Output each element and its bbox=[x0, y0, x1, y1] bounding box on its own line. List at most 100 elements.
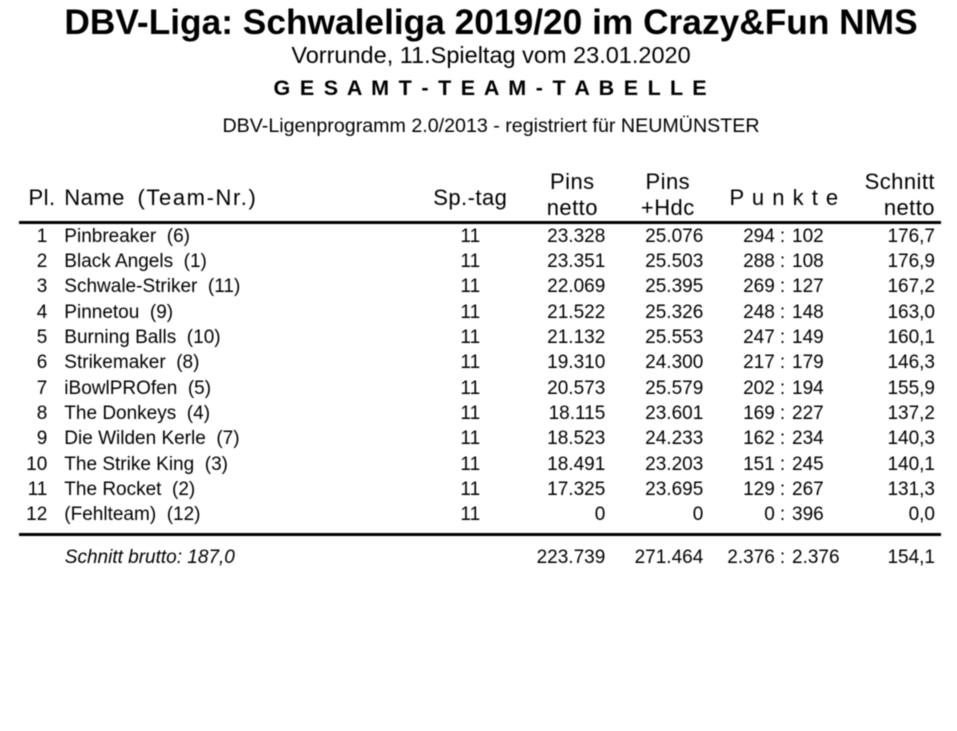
cell-punkte-for: 247 bbox=[743, 326, 775, 348]
cell-place: 2 bbox=[36, 250, 48, 272]
cell-punkte-for: 288 bbox=[743, 250, 775, 272]
cell-schnitt: 0,0 bbox=[908, 504, 935, 526]
cell-place: 8 bbox=[36, 403, 48, 425]
table-rows: 1 Pinbreaker (6) 11 23.328 25.076 294 : … bbox=[0, 224, 957, 528]
summary-punkte-for: 2.376 bbox=[727, 546, 775, 568]
cell-team-name: Burning Balls (10) bbox=[64, 326, 221, 348]
cell-pins-netto: 23.328 bbox=[547, 225, 606, 247]
cell-pins-netto: 21.132 bbox=[547, 326, 606, 348]
cell-place: 1 bbox=[36, 225, 48, 247]
cell-pins-hdc: 23.601 bbox=[645, 403, 704, 425]
column-header-sptag: Sp.-tag bbox=[433, 184, 508, 210]
cell-spieltag: 11 bbox=[460, 301, 481, 323]
cell-team-name: Die Wilden Kerle (7) bbox=[64, 428, 240, 450]
cell-place: 12 bbox=[26, 504, 48, 526]
cell-pins-hdc: 23.203 bbox=[645, 453, 704, 475]
cell-team-name: iBowlPROfen (5) bbox=[64, 377, 212, 399]
cell-punkte-against: 127 bbox=[792, 276, 824, 298]
cell-punkte-separator: : bbox=[779, 453, 786, 475]
cell-spieltag: 11 bbox=[460, 377, 481, 399]
cell-punkte-for: 169 bbox=[743, 403, 775, 425]
summary-rule bbox=[19, 532, 941, 536]
cell-pins-netto: 21.522 bbox=[547, 301, 606, 323]
cell-place: 3 bbox=[36, 276, 48, 298]
cell-place: 7 bbox=[36, 377, 48, 399]
table-row: 10 The Strike King (3) 11 18.491 23.203 … bbox=[0, 452, 957, 477]
cell-spieltag: 11 bbox=[460, 479, 481, 501]
cell-pins-hdc: 25.579 bbox=[645, 377, 704, 399]
column-header-pins-hdc: Pins +Hdc bbox=[618, 169, 718, 220]
table-row: 11 The Rocket (2) 11 17.325 23.695 129 :… bbox=[0, 477, 957, 502]
cell-punkte-against: 179 bbox=[792, 352, 824, 374]
cell-place: 11 bbox=[27, 479, 48, 501]
table-row: 5 Burning Balls (10) 11 21.132 25.553 24… bbox=[0, 325, 957, 350]
table-row: 3 Schwale-Striker (11) 11 22.069 25.395 … bbox=[0, 274, 957, 299]
cell-team-name: The Rocket (2) bbox=[64, 479, 196, 501]
cell-pins-hdc: 24.233 bbox=[645, 428, 704, 450]
page-subtitle: Vorrunde, 11.Spieltag vom 23.01.2020 bbox=[291, 41, 691, 68]
cell-punkte-for: 202 bbox=[743, 377, 775, 399]
summary-punkte-against: 2.376 bbox=[792, 546, 840, 568]
cell-punkte-separator: : bbox=[779, 326, 786, 348]
table-row: 6 Strikemaker (8) 11 19.310 24.300 217 :… bbox=[0, 350, 957, 375]
cell-pins-netto: 18.115 bbox=[548, 403, 606, 425]
cell-schnitt: 140,1 bbox=[887, 453, 935, 475]
cell-team-name: The Donkeys (4) bbox=[64, 403, 211, 425]
cell-spieltag: 11 bbox=[460, 504, 481, 526]
column-header-team-nr-label: (Team-Nr.) bbox=[137, 184, 258, 210]
cell-schnitt: 131,3 bbox=[887, 479, 935, 501]
cell-punkte-for: 151 bbox=[743, 453, 775, 475]
cell-pins-netto: 18.523 bbox=[547, 428, 606, 450]
cell-place: 4 bbox=[36, 301, 48, 323]
section-title: G E S A M T - T E A M - T A B E L L E bbox=[273, 76, 709, 101]
cell-punkte-for: 129 bbox=[743, 479, 775, 501]
cell-spieltag: 11 bbox=[460, 428, 481, 450]
cell-schnitt: 163,0 bbox=[887, 301, 935, 323]
cell-punkte-for: 248 bbox=[743, 301, 775, 323]
cell-pins-hdc: 24.300 bbox=[645, 352, 704, 374]
cell-place: 10 bbox=[26, 453, 48, 475]
column-header-pins-netto: Pins netto bbox=[522, 169, 622, 220]
column-header-pl: Pl. bbox=[28, 184, 56, 210]
summary-punkte-separator: : bbox=[779, 546, 786, 568]
cell-punkte-separator: : bbox=[779, 352, 786, 374]
table-row: 7 iBowlPROfen (5) 11 20.573 25.579 202 :… bbox=[0, 376, 957, 401]
cell-punkte-separator: : bbox=[779, 377, 786, 399]
cell-punkte-separator: : bbox=[779, 428, 786, 450]
cell-punkte-separator: : bbox=[779, 403, 786, 425]
cell-punkte-against: 149 bbox=[792, 326, 824, 348]
cell-pins-hdc: 0 bbox=[692, 504, 704, 526]
cell-punkte-separator: : bbox=[779, 479, 786, 501]
cell-spieltag: 11 bbox=[460, 326, 481, 348]
cell-team-name: Pinnetou (9) bbox=[64, 301, 174, 323]
summary-pins-netto: 223.739 bbox=[536, 546, 606, 568]
column-header-schnitt-netto: Schnitt netto bbox=[835, 169, 935, 220]
cell-spieltag: 11 bbox=[460, 276, 481, 298]
cell-punkte-against: 234 bbox=[792, 428, 824, 450]
cell-punkte-against: 267 bbox=[792, 479, 824, 501]
column-header-schnitt-netto-line2: netto bbox=[883, 194, 935, 220]
table-row: 8 The Donkeys (4) 11 18.115 23.601 169 :… bbox=[0, 401, 957, 426]
cell-punkte-against: 108 bbox=[792, 250, 824, 272]
cell-spieltag: 11 bbox=[460, 352, 481, 374]
cell-schnitt: 160,1 bbox=[887, 326, 935, 348]
page-title: DBV-Liga: Schwaleliga 2019/20 im Crazy&F… bbox=[64, 3, 918, 42]
cell-punkte-against: 396 bbox=[792, 504, 824, 526]
cell-spieltag: 11 bbox=[460, 403, 481, 425]
cell-punkte-separator: : bbox=[779, 504, 786, 526]
cell-team-name: Schwale-Striker (11) bbox=[64, 276, 241, 298]
cell-place: 5 bbox=[36, 326, 48, 348]
cell-team-name: The Strike King (3) bbox=[64, 453, 228, 475]
cell-team-name: Black Angels (1) bbox=[64, 250, 207, 272]
summary-label: Schnitt brutto: 187,0 bbox=[64, 546, 235, 568]
cell-pins-netto: 22.069 bbox=[547, 276, 606, 298]
cell-punkte-against: 148 bbox=[792, 301, 824, 323]
cell-pins-netto: 20.573 bbox=[547, 377, 606, 399]
summary-pins-hdc: 271.464 bbox=[634, 546, 704, 568]
cell-pins-netto: 18.491 bbox=[547, 453, 606, 475]
cell-punkte-separator: : bbox=[779, 276, 786, 298]
column-header-pins-hdc-line2: +Hdc bbox=[640, 194, 695, 220]
cell-punkte-for: 269 bbox=[743, 276, 775, 298]
cell-place: 6 bbox=[36, 352, 48, 374]
cell-team-name: (Fehlteam) (12) bbox=[64, 504, 201, 526]
